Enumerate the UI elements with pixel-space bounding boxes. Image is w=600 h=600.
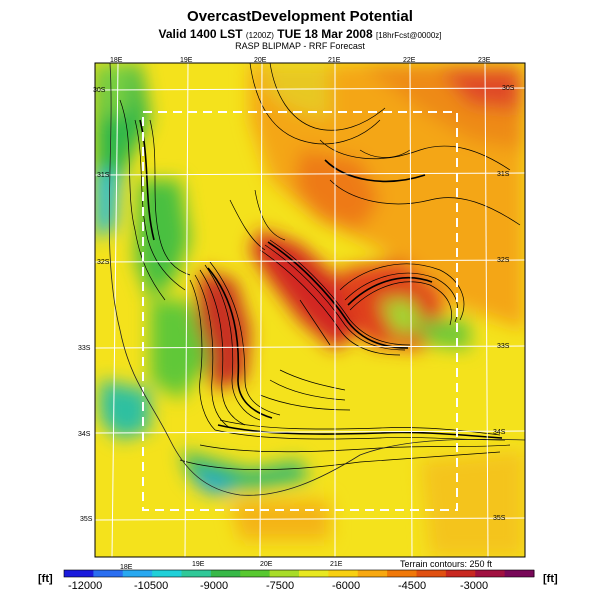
colorbar-tick-label: -6000 — [332, 580, 360, 592]
colorbar-swatch — [357, 570, 388, 577]
lat-label-left: 35S — [80, 516, 93, 523]
coastline — [108, 63, 525, 496]
lat-label-left: 34S — [78, 431, 91, 438]
lat-label-left: 30S — [93, 87, 106, 94]
lon-label-bottom: 20E — [260, 561, 273, 568]
lon-labels-bottom: 18E 19E 20E 21E — [120, 561, 343, 571]
forecast-hour: [18hrFcst@0000z] — [376, 31, 442, 40]
potential-field — [95, 63, 525, 557]
colorbar-swatch — [387, 570, 418, 577]
lon-labels-top: 18E 19E 20E 21E 22E 23E — [110, 57, 491, 64]
lon-label-top: 22E — [403, 57, 416, 64]
colorbar-swatch — [416, 570, 447, 577]
map-title: OvercastDevelopment Potential — [187, 8, 413, 25]
lat-label-right: 33S — [497, 343, 510, 350]
valid-zulu: (1200Z) — [245, 31, 274, 40]
lat-label-right: 35S — [493, 515, 506, 522]
terrain-contours-note: Terrain contours: 250 ft — [400, 559, 493, 569]
colorbar-swatch — [475, 570, 506, 577]
colorbar-swatch — [240, 570, 271, 577]
colorbar-tick-label: -10500 — [134, 580, 168, 592]
colorbar-tick-label: -7500 — [266, 580, 294, 592]
lat-labels-right: 30S 31S 32S 33S 34S 35S — [493, 85, 515, 522]
lon-label-top: 18E — [110, 57, 123, 64]
lon-label-bottom: 21E — [330, 561, 343, 568]
lon-label-top: 23E — [478, 57, 491, 64]
colorbar-tick-label: -9000 — [200, 580, 228, 592]
lon-label-top: 21E — [328, 57, 341, 64]
lon-label-bottom: 18E — [120, 564, 133, 571]
colorbar-swatch — [210, 570, 241, 577]
colorbar-frame — [63, 569, 535, 578]
lon-label-top: 20E — [254, 57, 267, 64]
lon-label-top: 19E — [180, 57, 193, 64]
colorbar-unit-left: [ft] — [38, 573, 53, 585]
colorbar-tick-label: -3000 — [460, 580, 488, 592]
colorbar-labels: -12000 -10500 -9000 -7500 -6000 -4500 -3… — [68, 580, 488, 592]
lat-label-left: 33S — [78, 345, 91, 352]
colorbar-tick-label: -12000 — [68, 580, 102, 592]
colorbar-swatch — [504, 570, 535, 577]
valid-prefix: Valid 1400 LST — [158, 27, 243, 41]
valid-date: TUE 18 Mar 2008 — [277, 27, 373, 41]
colorbar-swatch — [64, 570, 94, 577]
lon-label-bottom: 19E — [192, 561, 205, 568]
colorbar-swatch — [328, 570, 359, 577]
lat-label-left: 32S — [97, 259, 110, 266]
map-frame — [94, 62, 526, 558]
inner-domain-boundary — [142, 111, 458, 511]
colorbar-swatch — [152, 570, 183, 577]
colorbar — [63, 569, 535, 578]
forecast-source: RASP BLIPMAP - RRF Forecast — [235, 41, 365, 51]
colorbar-swatch — [269, 570, 300, 577]
colorbar-unit-right: [ft] — [543, 573, 558, 585]
lat-label-right: 34S — [493, 429, 506, 436]
lat-label-right: 32S — [497, 257, 510, 264]
colorbar-swatch — [445, 570, 476, 577]
colorbar-swatch — [181, 570, 212, 577]
valid-time-line: Valid 1400 LST (1200Z) TUE 18 Mar 2008 [… — [0, 27, 600, 41]
colorbar-swatch — [299, 570, 329, 577]
lat-label-right: 30S — [502, 85, 515, 92]
lat-label-left: 31S — [97, 172, 110, 179]
lat-labels-left: 30S 31S 32S 33S 34S 35S — [78, 87, 110, 523]
lat-label-right: 31S — [497, 171, 510, 178]
colorbar-tick-label: -4500 — [398, 580, 426, 592]
colorbar-swatch — [93, 570, 124, 577]
colorbar-swatch — [122, 570, 153, 577]
graticule — [95, 63, 525, 557]
